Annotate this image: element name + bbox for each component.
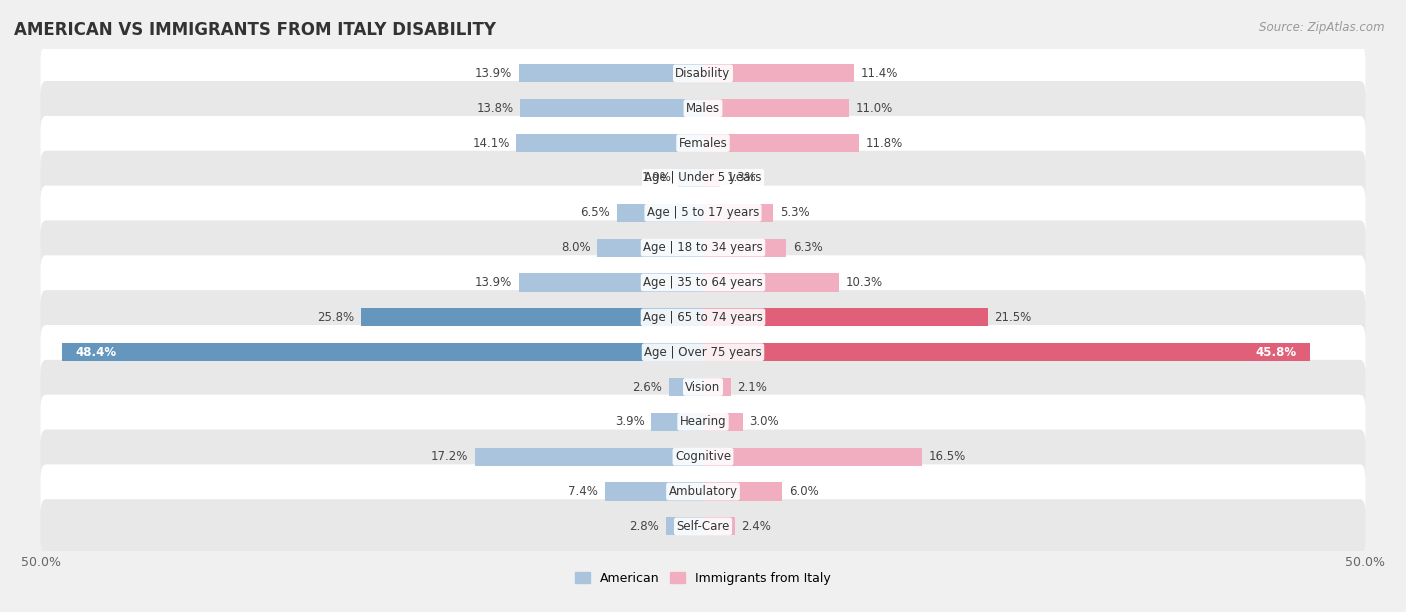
Text: 2.1%: 2.1% [738,381,768,394]
Text: Source: ZipAtlas.com: Source: ZipAtlas.com [1260,21,1385,34]
Text: 13.8%: 13.8% [477,102,513,114]
Text: 11.0%: 11.0% [855,102,893,114]
Text: Self-Care: Self-Care [676,520,730,533]
FancyBboxPatch shape [41,151,1365,205]
FancyBboxPatch shape [41,46,1365,100]
Text: Age | 5 to 17 years: Age | 5 to 17 years [647,206,759,219]
FancyBboxPatch shape [41,430,1365,484]
FancyBboxPatch shape [41,360,1365,414]
Bar [703,308,988,326]
Text: Cognitive: Cognitive [675,450,731,463]
Bar [617,204,703,222]
Legend: American, Immigrants from Italy: American, Immigrants from Italy [571,567,835,590]
Text: 8.0%: 8.0% [561,241,591,254]
Bar [703,204,773,222]
Text: Females: Females [679,136,727,149]
Text: 6.5%: 6.5% [581,206,610,219]
Bar [361,308,703,326]
Text: Ambulatory: Ambulatory [668,485,738,498]
Text: Hearing: Hearing [679,416,727,428]
Bar [519,274,703,291]
Text: Age | 35 to 64 years: Age | 35 to 64 years [643,276,763,289]
FancyBboxPatch shape [41,116,1365,170]
Bar [703,482,783,501]
Bar [678,169,703,187]
Text: 2.6%: 2.6% [633,381,662,394]
Bar [703,517,735,536]
Text: Disability: Disability [675,67,731,80]
Bar [475,447,703,466]
Text: Age | Under 5 years: Age | Under 5 years [644,171,762,184]
Bar [666,517,703,536]
Bar [520,99,703,118]
Text: 6.0%: 6.0% [789,485,818,498]
Text: Age | Over 75 years: Age | Over 75 years [644,346,762,359]
Bar [703,447,921,466]
Text: 10.3%: 10.3% [846,276,883,289]
Bar [703,239,786,256]
FancyBboxPatch shape [41,220,1365,275]
Text: 21.5%: 21.5% [994,311,1032,324]
Text: 1.3%: 1.3% [727,171,756,184]
Bar [62,343,703,361]
FancyBboxPatch shape [41,81,1365,135]
Text: 14.1%: 14.1% [472,136,509,149]
Text: 16.5%: 16.5% [928,450,966,463]
Bar [703,274,839,291]
Bar [703,134,859,152]
Text: 2.8%: 2.8% [630,520,659,533]
Text: 11.8%: 11.8% [866,136,903,149]
Text: 2.4%: 2.4% [741,520,772,533]
Bar [598,239,703,256]
FancyBboxPatch shape [41,255,1365,310]
Bar [669,378,703,396]
Text: AMERICAN VS IMMIGRANTS FROM ITALY DISABILITY: AMERICAN VS IMMIGRANTS FROM ITALY DISABI… [14,21,496,39]
Text: Males: Males [686,102,720,114]
Text: 13.9%: 13.9% [475,276,512,289]
Text: 25.8%: 25.8% [318,311,354,324]
Text: Vision: Vision [685,381,721,394]
FancyBboxPatch shape [41,465,1365,519]
Bar [516,134,703,152]
Text: 1.9%: 1.9% [641,171,671,184]
Text: Age | 18 to 34 years: Age | 18 to 34 years [643,241,763,254]
Bar [703,412,742,431]
Text: Age | 65 to 74 years: Age | 65 to 74 years [643,311,763,324]
Text: 6.3%: 6.3% [793,241,823,254]
Text: 45.8%: 45.8% [1256,346,1296,359]
Bar [703,64,853,83]
Bar [651,412,703,431]
Text: 48.4%: 48.4% [75,346,117,359]
Bar [703,169,720,187]
Text: 13.9%: 13.9% [475,67,512,80]
FancyBboxPatch shape [41,499,1365,554]
Bar [703,378,731,396]
Text: 3.9%: 3.9% [614,416,645,428]
FancyBboxPatch shape [41,325,1365,379]
FancyBboxPatch shape [41,395,1365,449]
Text: 17.2%: 17.2% [432,450,468,463]
Text: 3.0%: 3.0% [749,416,779,428]
FancyBboxPatch shape [41,185,1365,240]
Text: 5.3%: 5.3% [780,206,810,219]
Bar [703,99,849,118]
Bar [605,482,703,501]
Text: 7.4%: 7.4% [568,485,599,498]
Bar [519,64,703,83]
Bar [703,343,1310,361]
Text: 11.4%: 11.4% [860,67,898,80]
FancyBboxPatch shape [41,290,1365,345]
